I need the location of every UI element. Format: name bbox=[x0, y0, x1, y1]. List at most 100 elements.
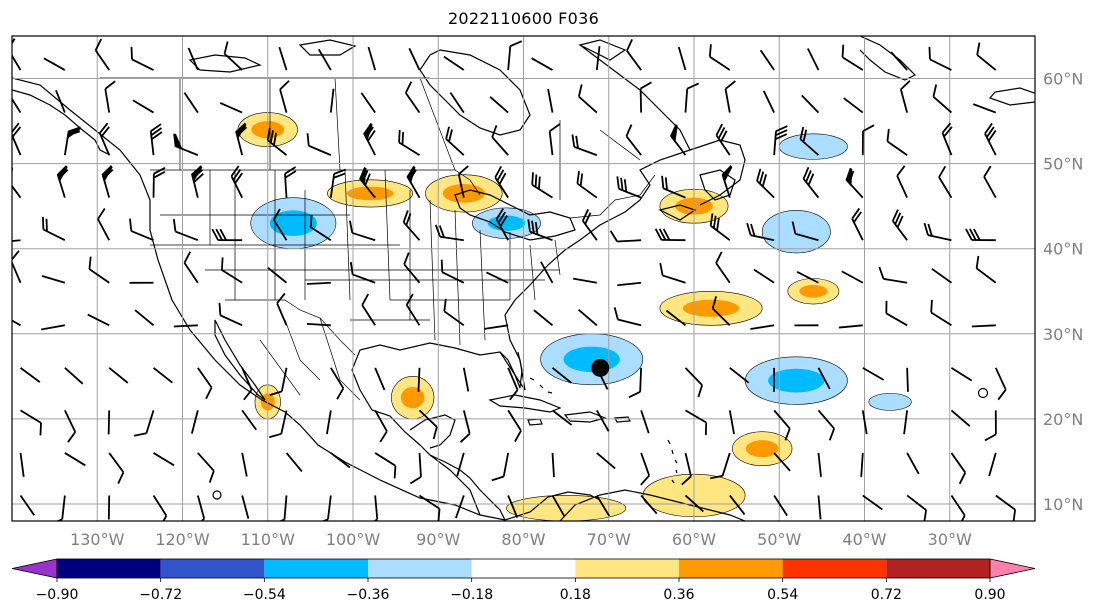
anomaly-patch-outer bbox=[868, 393, 912, 411]
azores-island bbox=[977, 387, 989, 399]
longitude-label: 120°W bbox=[155, 530, 210, 549]
pacific-northwest-coast bbox=[12, 89, 111, 156]
wind-barb bbox=[547, 88, 554, 113]
wind-barb bbox=[404, 81, 421, 114]
gridlines bbox=[12, 36, 1035, 521]
wind-barb bbox=[932, 84, 953, 114]
wind-barb bbox=[685, 409, 708, 436]
wind-barb bbox=[950, 452, 967, 485]
wind-barb bbox=[273, 208, 288, 241]
wind-barb bbox=[19, 367, 41, 383]
map-title: 2022110600 F036 bbox=[447, 9, 600, 28]
longitude-label: 80°W bbox=[501, 530, 545, 549]
wind-barb bbox=[491, 125, 509, 156]
wind-barb bbox=[12, 91, 22, 114]
wind-barb bbox=[802, 166, 820, 199]
wind-barb bbox=[173, 324, 198, 328]
map-frame bbox=[11, 35, 1036, 522]
wind-barb bbox=[367, 46, 377, 71]
wind-barb bbox=[20, 409, 42, 436]
wind-barb bbox=[654, 228, 686, 242]
wind-barb bbox=[417, 367, 421, 392]
wind-barb bbox=[269, 410, 288, 439]
wind-barb bbox=[551, 452, 555, 477]
colorbar-tick-label: −0.72 bbox=[139, 587, 182, 603]
latitude-label: 20°N bbox=[1043, 410, 1083, 429]
wind-barb bbox=[988, 452, 997, 477]
wind-barb bbox=[617, 281, 642, 287]
wind-barb bbox=[994, 367, 1007, 401]
colorbar-segment bbox=[886, 559, 990, 578]
wind-barb bbox=[661, 175, 686, 199]
wind-barb bbox=[418, 409, 438, 440]
wind-barb bbox=[12, 239, 21, 244]
wind-barb bbox=[670, 124, 687, 156]
wind-barb bbox=[278, 46, 288, 71]
wind-barb bbox=[995, 494, 1017, 521]
wind-barb bbox=[284, 166, 297, 198]
wind-barb bbox=[330, 367, 345, 400]
wind-barb bbox=[984, 122, 997, 156]
yucatan-coast bbox=[409, 414, 456, 449]
wind-barb bbox=[326, 410, 332, 435]
wind-barb bbox=[183, 251, 199, 284]
anomaly-patch-inner bbox=[346, 186, 394, 201]
anomaly-patch-inner bbox=[442, 184, 485, 203]
wind-barb bbox=[971, 324, 996, 328]
cuba bbox=[488, 394, 562, 413]
wind-barb bbox=[108, 452, 125, 484]
wind-barb bbox=[107, 410, 111, 435]
wind-barb bbox=[19, 494, 35, 516]
wind-barb bbox=[906, 452, 920, 475]
wind-barb bbox=[42, 216, 66, 242]
longitude-label: 30°W bbox=[928, 530, 972, 549]
wind-barb bbox=[459, 410, 471, 443]
latitude-label: 60°N bbox=[1043, 70, 1083, 89]
puerto-rico bbox=[614, 416, 631, 423]
central-america bbox=[429, 454, 506, 521]
wind-barb bbox=[841, 270, 864, 284]
wind-barb bbox=[306, 322, 331, 327]
wind-barb bbox=[721, 165, 733, 198]
wind-barb bbox=[443, 55, 465, 71]
wind-barb bbox=[134, 309, 155, 326]
wind-barb bbox=[494, 166, 509, 199]
wind-barb bbox=[330, 452, 351, 469]
wind-barb bbox=[12, 38, 22, 71]
wind-barb bbox=[640, 494, 658, 515]
wind-barb bbox=[756, 168, 775, 199]
wind-barb bbox=[896, 165, 908, 199]
south-america-coast bbox=[559, 489, 746, 521]
wind-barb bbox=[938, 165, 953, 199]
hudson-bay-coast bbox=[419, 49, 531, 136]
wind-barb bbox=[626, 38, 642, 71]
wind-barb bbox=[374, 452, 397, 479]
wind-barb bbox=[197, 452, 215, 483]
wind-barb bbox=[194, 495, 206, 521]
wind-barb bbox=[684, 367, 703, 398]
wind-barb bbox=[374, 409, 388, 443]
wind-barb bbox=[41, 324, 66, 331]
wind-barb bbox=[360, 92, 376, 114]
wind-barb bbox=[197, 367, 213, 400]
wind-barb bbox=[659, 262, 686, 284]
nova-scotia bbox=[658, 204, 697, 221]
wind-barb bbox=[88, 256, 110, 284]
wind-barb bbox=[773, 409, 791, 441]
wind-barb bbox=[799, 126, 820, 156]
wind-barb bbox=[527, 219, 553, 242]
wind-barb bbox=[269, 367, 288, 396]
wind-barb bbox=[684, 494, 704, 513]
wind-barb bbox=[440, 259, 465, 284]
wind-barb bbox=[94, 38, 110, 71]
wind-barb bbox=[715, 251, 731, 284]
wind-barb bbox=[241, 409, 257, 431]
colorbar-tick-label: −0.18 bbox=[450, 587, 493, 603]
wind-barb bbox=[489, 96, 509, 114]
newfoundland bbox=[699, 169, 736, 201]
wind-barb bbox=[183, 92, 199, 114]
wind-barb bbox=[851, 207, 864, 241]
anomaly-patch-inner bbox=[682, 299, 740, 317]
wind-barb bbox=[903, 410, 909, 435]
wind-barb bbox=[285, 452, 303, 472]
